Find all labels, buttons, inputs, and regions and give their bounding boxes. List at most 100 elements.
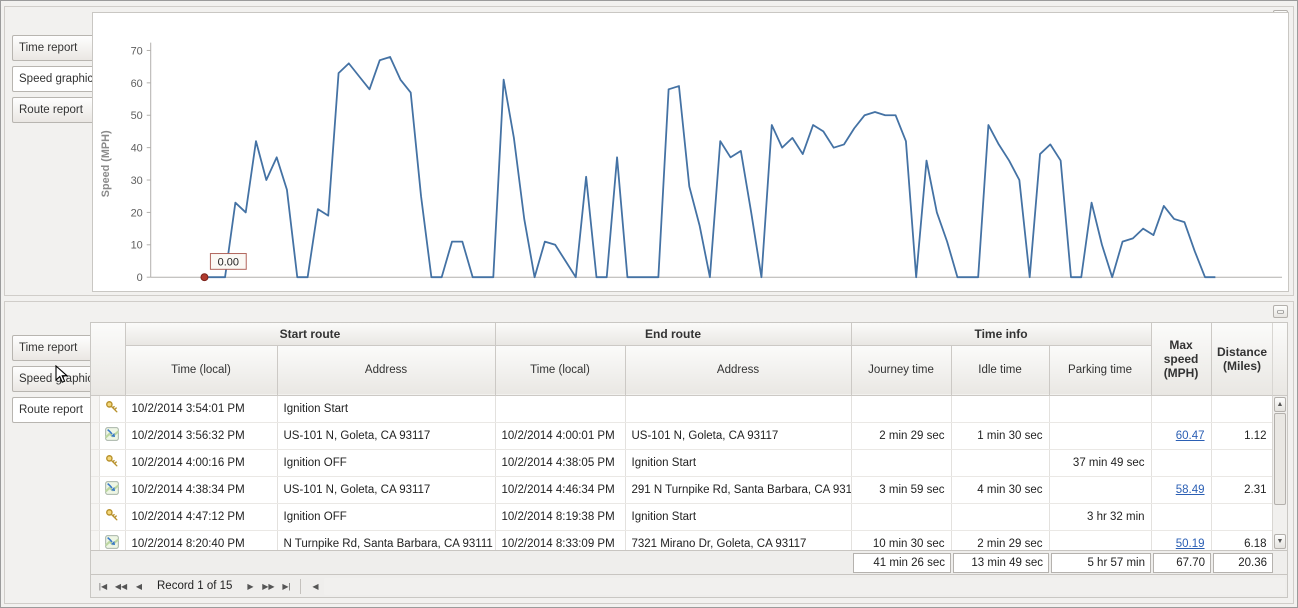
cell-distance: 6.18 [1211,530,1272,550]
route-report-panel: ▭ Time report Speed graphic Route report [4,301,1294,604]
column-header-parking-time[interactable]: Parking time [1049,345,1152,396]
column-header-row: Time (local) Address Time (local) Addres… [91,345,1272,396]
max-speed-link[interactable]: 50.19 [1175,537,1205,550]
table-row[interactable]: 10/2/2014 4:00:16 PM Ignition OFF 10/2/2… [91,449,1272,477]
cell-parking-time: 3 hr 32 min [1049,503,1152,531]
svg-text:50: 50 [131,110,143,122]
cell-idle-time [951,503,1050,531]
cell-idle-time: 1 min 30 sec [951,422,1050,450]
cell-start-time: 10/2/2014 4:00:16 PM [125,449,278,477]
cell-idle-time [951,449,1050,477]
cell-end-time [495,395,626,423]
tab-route-report[interactable]: Route report [12,397,94,423]
cell-parking-time [1049,476,1152,504]
record-navigator: |◀ ◀◀ ◀ Record 1 of 15 ▶ ▶▶ ▶| ◀ [91,574,1287,597]
column-header-start-address[interactable]: Address [277,345,496,396]
svg-text:40: 40 [131,143,143,155]
hscroll-left-button[interactable]: ◀ [306,577,324,595]
cell-idle-time: 2 min 29 sec [951,530,1050,550]
speed-graphic-panel: ▭ Time report Speed graphic Route report… [4,6,1294,296]
nav-next-button[interactable]: ▶ [241,577,259,595]
top-tab-strip: Time report Speed graphic Route report [12,35,94,128]
cell-end-time: 10/2/2014 4:38:05 PM [495,449,626,477]
group-start-route: Start route [125,323,496,346]
row-indicator [91,449,100,477]
collapse-bottom-panel-button[interactable]: ▭ [1273,305,1288,318]
table-row[interactable]: 10/2/2014 4:47:12 PM Ignition OFF 10/2/2… [91,503,1272,531]
tab-speed-graphic[interactable]: Speed graphic [12,66,94,92]
tab-speed-graphic[interactable]: Speed graphic [12,366,94,392]
row-indicator [91,422,100,450]
horizontal-scrollbar-track[interactable] [324,577,1285,595]
scroll-down-button[interactable]: ▼ [1274,534,1286,549]
nav-prev-page-button[interactable]: ◀◀ [112,577,130,595]
cell-start-address: Ignition OFF [277,503,496,531]
route-report-grid: Start route End route Time info Max spee… [90,322,1288,598]
column-header-end-address[interactable]: Address [625,345,852,396]
column-header-max-speed[interactable]: Max speed (MPH) [1151,323,1212,396]
table-row[interactable]: 10/2/2014 3:54:01 PM Ignition Start [91,395,1272,423]
summary-parking-time: 5 hr 57 min [1051,552,1151,573]
nav-first-button[interactable]: |◀ [94,577,112,595]
cell-start-address: US-101 N, Goleta, CA 93117 [277,422,496,450]
row-indicator [91,395,100,423]
summary-max-speed: 67.70 [1153,552,1211,573]
summary-row: 41 min 26 sec 13 min 49 sec 5 hr 57 min … [91,550,1287,574]
ignition-key-icon [99,503,126,531]
cell-journey-time [851,449,952,477]
nav-prev-button[interactable]: ◀ [130,577,148,595]
scrollbar-track[interactable] [1273,505,1287,533]
cell-max-speed [1151,503,1212,531]
vertical-scrollbar[interactable]: ▲ ▼ [1272,396,1287,550]
cell-end-address: 7321 Mirano Dr, Goleta, CA 93117 [625,530,852,550]
column-header-start-time[interactable]: Time (local) [125,345,278,396]
ignition-key-icon [99,395,126,423]
svg-text:20: 20 [131,207,143,219]
column-header-idle-time[interactable]: Idle time [951,345,1050,396]
route-map-icon [99,422,126,450]
cell-parking-time [1049,422,1152,450]
max-speed-link[interactable]: 60.47 [1175,429,1205,442]
route-map-icon [99,476,126,504]
svg-text:70: 70 [131,45,143,57]
header-filler [1272,323,1287,396]
column-header-end-time[interactable]: Time (local) [495,345,626,396]
tab-time-report[interactable]: Time report [12,335,94,361]
cell-start-time: 10/2/2014 4:47:12 PM [125,503,278,531]
column-header-distance[interactable]: Distance (Miles) [1211,323,1272,396]
tab-route-report[interactable]: Route report [12,97,94,123]
group-header-row: Start route End route Time info Max spee… [91,323,1272,396]
tab-time-report[interactable]: Time report [12,35,94,61]
speed-chart[interactable]: 0 10 20 30 40 50 60 70 Speed (MPH) 0.00 [93,13,1288,291]
svg-text:10: 10 [131,240,143,252]
table-row[interactable]: 10/2/2014 8:20:40 PM N Turnpike Rd, Sant… [91,530,1272,550]
cell-journey-time: 2 min 29 sec [851,422,952,450]
cell-start-time: 10/2/2014 3:56:32 PM [125,422,278,450]
nav-last-button[interactable]: ▶| [277,577,295,595]
cell-start-time: 10/2/2014 4:38:34 PM [125,476,278,504]
table-row[interactable]: 10/2/2014 3:56:32 PM US-101 N, Goleta, C… [91,422,1272,450]
svg-text:30: 30 [131,175,143,187]
row-indicator [91,530,100,550]
cell-start-time: 10/2/2014 8:20:40 PM [125,530,278,550]
cell-parking-time: 37 min 49 sec [1049,449,1152,477]
nav-next-page-button[interactable]: ▶▶ [259,577,277,595]
grid-table-area: Start route End route Time info Max spee… [91,323,1272,550]
summary-distance: 20.36 [1213,552,1273,573]
cell-distance: 2.31 [1211,476,1272,504]
cell-parking-time [1049,395,1152,423]
column-header-journey-time[interactable]: Journey time [851,345,952,396]
cell-max-speed [1151,395,1212,423]
route-table: Start route End route Time info Max spee… [91,323,1272,550]
scrollbar-thumb[interactable] [1274,413,1286,505]
max-speed-link[interactable]: 58.49 [1175,483,1205,496]
cell-distance: 1.12 [1211,422,1272,450]
cell-end-time: 10/2/2014 8:19:38 PM [495,503,626,531]
cell-idle-time: 4 min 30 sec [951,476,1050,504]
scroll-up-button[interactable]: ▲ [1274,397,1286,412]
table-row[interactable]: 10/2/2014 4:38:34 PM US-101 N, Goleta, C… [91,476,1272,504]
cell-distance [1211,395,1272,423]
summary-journey-time: 41 min 26 sec [853,552,951,573]
cell-end-address [625,395,852,423]
